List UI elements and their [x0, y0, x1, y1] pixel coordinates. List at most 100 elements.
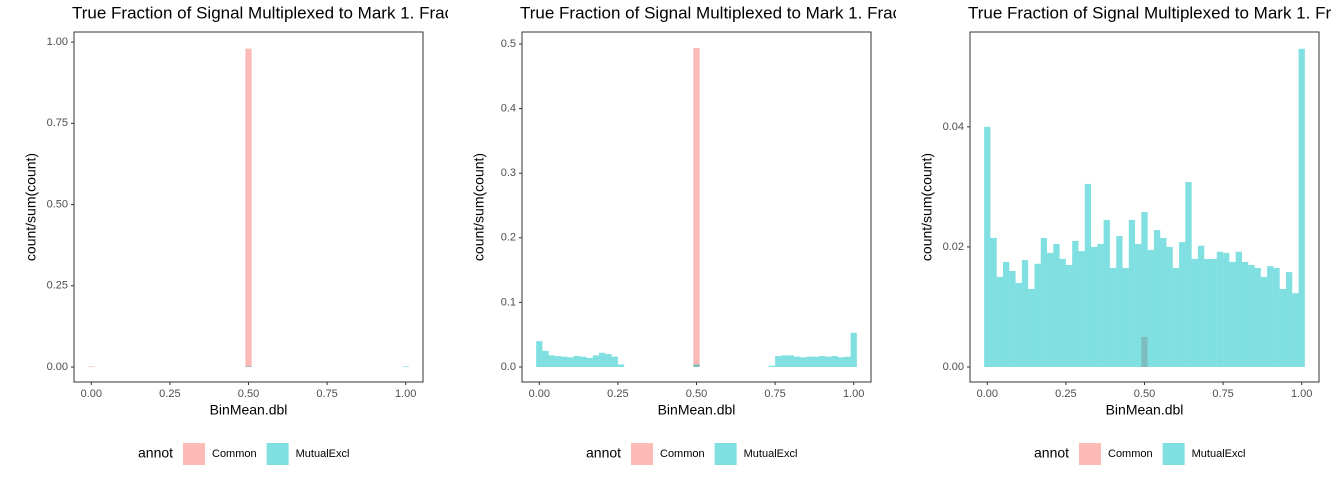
legend-label: Common — [660, 448, 705, 460]
histogram-bar — [592, 355, 600, 368]
histogram-bar — [1009, 270, 1016, 367]
histogram-bar — [1292, 293, 1299, 367]
histogram-bar — [586, 357, 593, 368]
histogram-bar — [1285, 272, 1293, 367]
chart-title: True Fraction of Signal Multiplexed to M… — [520, 3, 902, 22]
y-tick-label: 0.1 — [501, 296, 516, 308]
histogram-bar — [1298, 48, 1305, 367]
histogram-bar — [1179, 242, 1186, 367]
legend-label: MutualExcl — [744, 448, 798, 460]
legend-label: MutualExcl — [1192, 448, 1246, 460]
x-tick-label: 0.00 — [81, 388, 102, 400]
histogram-bar — [402, 366, 409, 368]
histogram-bar — [1103, 219, 1110, 367]
y-tick-label: 1.00 — [47, 36, 68, 48]
plot-border — [521, 31, 872, 383]
x-tick-label: 0.25 — [607, 388, 628, 400]
chart-title: True Fraction of Signal Multiplexed to M… — [968, 3, 1331, 22]
panel: True Fraction of Signal Multiplexed to M… — [471, 3, 902, 465]
histogram-bar — [580, 356, 587, 368]
x-tick-label: 0.50 — [1134, 388, 1155, 400]
histogram-bar — [605, 354, 612, 368]
histogram-bar — [617, 364, 625, 368]
histogram-bar — [1128, 219, 1136, 367]
histogram-bar — [825, 356, 832, 368]
histogram-bar — [1254, 267, 1261, 367]
panel: True Fraction of Signal Multiplexed to M… — [23, 3, 448, 465]
histogram-bar — [781, 355, 788, 368]
histogram-bar — [573, 356, 581, 368]
x-tick-label: 0.25 — [159, 388, 180, 400]
histogram-bar — [1040, 237, 1048, 367]
x-tick-label: 0.25 — [1055, 388, 1076, 400]
x-axis-label: BinMean.dbl — [1106, 402, 1184, 418]
histogram-bar — [1072, 240, 1079, 367]
x-tick-label: 1.00 — [1291, 388, 1312, 400]
x-tick-label: 0.75 — [764, 388, 785, 400]
histogram-bar — [990, 237, 997, 367]
histogram-bar — [793, 356, 801, 368]
histogram-bar — [819, 356, 826, 368]
histogram-bar — [1135, 243, 1142, 367]
histogram-bar — [1216, 251, 1224, 367]
histogram-bar — [850, 332, 857, 368]
histogram-bar — [1059, 258, 1066, 367]
histogram-bar — [1097, 243, 1104, 367]
histogram-bar — [1267, 266, 1274, 367]
plot-border — [969, 31, 1320, 383]
histogram-bar — [1210, 258, 1217, 367]
y-tick-label: 0.00 — [943, 361, 964, 373]
y-tick-label: 0.0 — [501, 361, 516, 373]
x-tick-label: 0.75 — [316, 388, 337, 400]
histogram-bar — [800, 357, 807, 368]
histogram-bar — [1021, 260, 1029, 367]
histogram-bar — [1248, 264, 1255, 367]
histogram-bar — [1141, 212, 1148, 367]
legend-label: MutualExcl — [296, 448, 350, 460]
x-tick-label: 0.50 — [686, 388, 707, 400]
y-tick-label: 0.25 — [47, 280, 68, 292]
histogram-bar — [844, 356, 851, 368]
histogram-bar — [1235, 251, 1242, 367]
y-tick-label: 0.00 — [47, 361, 68, 373]
histogram-bar — [1273, 267, 1280, 367]
histogram-bar — [984, 126, 991, 367]
y-tick-label: 0.4 — [501, 103, 516, 115]
x-tick-label: 0.00 — [977, 388, 998, 400]
histogram-bar — [768, 365, 776, 368]
y-tick-label: 0.50 — [47, 198, 68, 210]
x-axis-label: BinMean.dbl — [658, 402, 736, 418]
histogram-bar — [1229, 261, 1236, 367]
histogram-bar — [1241, 261, 1249, 367]
y-axis-label: count/sum(count) — [23, 153, 39, 261]
y-tick-label: 0.75 — [47, 117, 68, 129]
histogram-bar — [806, 356, 813, 368]
legend-key — [714, 443, 737, 465]
x-axis-label: BinMean.dbl — [210, 402, 288, 418]
y-axis-label: count/sum(count) — [919, 153, 935, 261]
histogram-bar — [599, 352, 606, 368]
panel: True Fraction of Signal Multiplexed to M… — [919, 3, 1331, 465]
histogram-bar — [787, 355, 794, 368]
legend-label: Common — [212, 448, 257, 460]
legend-key — [631, 443, 653, 465]
histogram-bar — [542, 350, 549, 368]
histogram-bar — [1166, 246, 1173, 367]
histogram-bar — [1053, 243, 1060, 367]
histogram-bar — [245, 48, 252, 368]
histogram-bar — [1153, 230, 1161, 367]
legend-label: Common — [1108, 448, 1153, 460]
histogram-bar — [1034, 263, 1041, 367]
histogram-bar — [1172, 267, 1180, 367]
histogram-bar — [567, 357, 574, 368]
histogram-bar — [611, 356, 618, 368]
legend-title: annot — [1034, 445, 1069, 461]
legend-title: annot — [138, 445, 173, 461]
histogram-bar — [996, 276, 1004, 367]
histogram-bar — [1015, 282, 1022, 367]
x-tick-label: 0.00 — [529, 388, 550, 400]
histogram-bar — [1091, 246, 1098, 367]
histogram-bar — [1003, 261, 1010, 367]
histogram-bar — [548, 355, 556, 368]
legend-key — [266, 443, 289, 465]
